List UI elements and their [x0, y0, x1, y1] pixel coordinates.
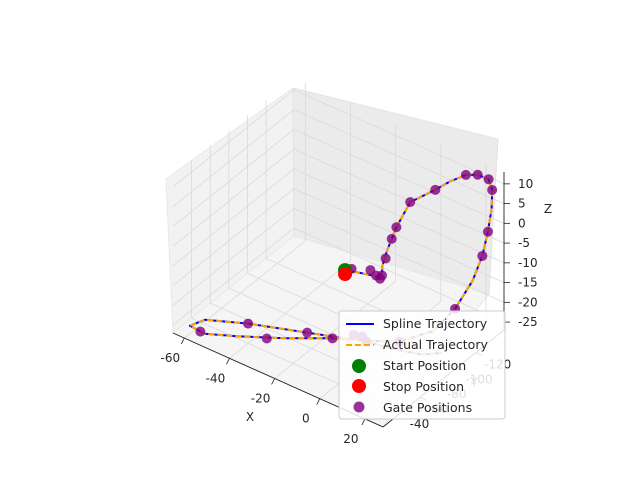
legend-box [338, 310, 506, 420]
stop-position-marker [338, 267, 353, 282]
y-grid-line [191, 160, 402, 413]
gate-marker [391, 222, 402, 233]
legend-label-stop: Stop Position [383, 379, 464, 394]
z-tick-label: 5 [518, 197, 526, 211]
gate-marker [487, 184, 498, 195]
z-tick-label: -10 [518, 256, 538, 270]
x-tick-mark [361, 418, 366, 426]
z-tick-label: 0 [518, 216, 526, 230]
gate-marker [472, 169, 483, 180]
z-grid-line [172, 188, 505, 286]
gate-marker [483, 174, 494, 185]
z-grid-line [172, 148, 505, 247]
x-axis-label: X [246, 410, 254, 424]
gate-marker [376, 270, 387, 281]
actual-trajectory-line [188, 173, 494, 356]
gate-marker [380, 253, 391, 264]
z-grid-line [172, 89, 505, 188]
gate-marker [261, 333, 272, 344]
z-grid-line [172, 227, 505, 326]
gate-marker [430, 184, 441, 195]
legend-label-start: Start Position [383, 358, 466, 373]
legend-marker-gates [353, 401, 365, 413]
gate-marker [405, 197, 416, 208]
gate-marker [302, 327, 313, 338]
gate-marker [386, 233, 397, 244]
x-tick-mark [226, 358, 230, 365]
x-tick-label: -40 [206, 371, 226, 385]
legend-label-actual: Actual Trajectory [383, 337, 488, 352]
x-tick-label: 0 [302, 412, 310, 426]
z-tick-label: -5 [518, 236, 530, 250]
x-tick-label: -60 [160, 351, 180, 365]
z-tick-label: -15 [518, 276, 538, 290]
z-tick-label: -20 [518, 295, 538, 309]
gate-marker [482, 226, 493, 237]
gate-marker [243, 318, 254, 329]
gate-marker [327, 333, 338, 344]
x-grid-line [274, 123, 397, 379]
legend-label-gates: Gate Positions [383, 400, 472, 415]
legend-marker-stop [352, 379, 366, 393]
x-tick-mark [180, 337, 185, 345]
legend: Spline Trajectory Actual Trajectory Star… [338, 310, 506, 420]
z-grid-line [172, 168, 505, 267]
gate-marker [477, 250, 488, 261]
z-grid-line [172, 207, 505, 306]
y-tick-label: -40 [410, 417, 430, 431]
x-tick-mark [271, 378, 275, 385]
x-tick-label: -20 [251, 391, 271, 405]
z-axis-label: Z [544, 202, 552, 216]
legend-label-spline: Spline Trajectory [383, 316, 488, 331]
x-grid-line [184, 83, 306, 339]
z-grid-line [172, 109, 505, 207]
z-tick-label: 10 [518, 177, 533, 191]
gate-marker [195, 326, 206, 337]
legend-marker-start [352, 359, 366, 373]
z-tick-label: -25 [518, 315, 538, 329]
x-tick-mark [316, 398, 321, 405]
x-tick-label: 20 [343, 432, 358, 446]
gate-marker [460, 169, 471, 180]
